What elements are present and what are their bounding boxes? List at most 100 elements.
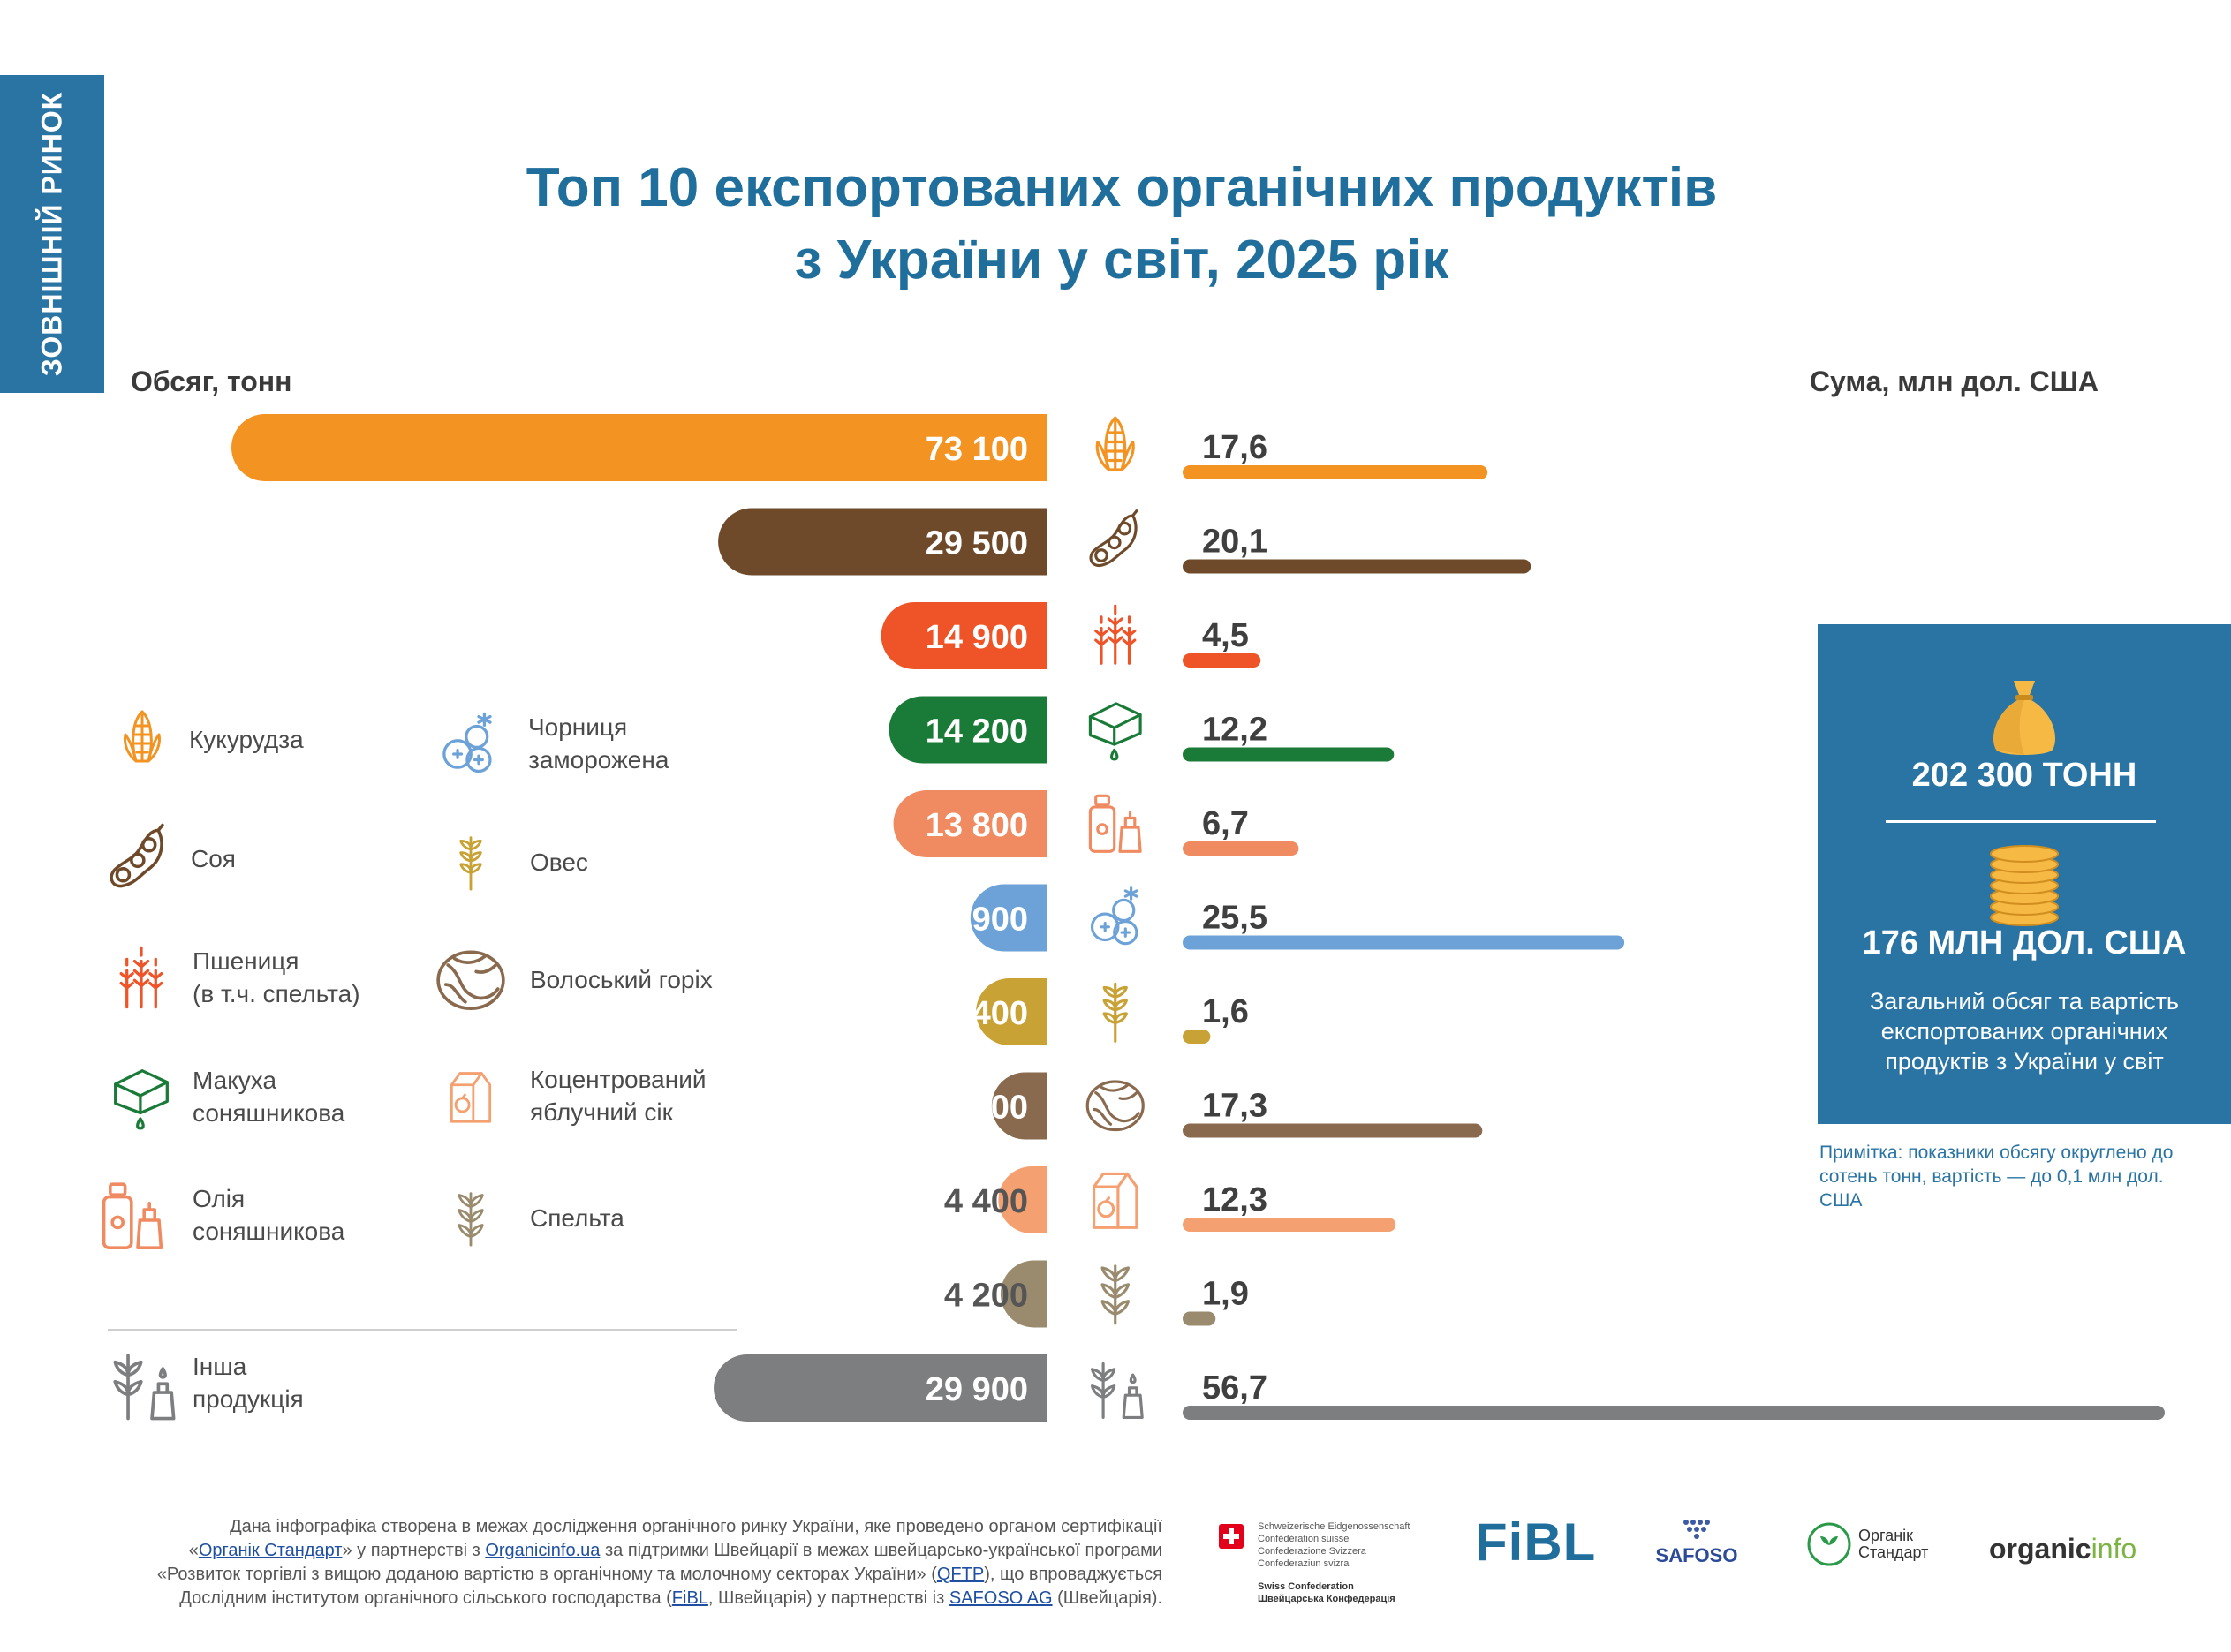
summary-value: 176 МЛН ДОЛ. США [1862,924,2187,962]
value-label-other-products: 56,7 [1202,1369,1267,1407]
juice-carton-icon [450,1072,492,1123]
value-bar-soybean [1183,559,1531,574]
section-tab: ЗОВНІШНІЙ РИНОК [0,75,104,393]
legend-item-cake: Макуха соняшникова [108,1056,405,1137]
volume-bar-sunflower-cake [889,696,1047,764]
value-bar-oil-bottles [1183,841,1299,856]
footer-line-2: «Органік Стандарт» у партнерстві з Organ… [124,1539,1162,1563]
safoso-logo-text: SAFOSO [1655,1544,1738,1566]
blueberry-icon [1090,886,1138,946]
legend-label-spelt: Спельта [530,1203,624,1232]
value-bar-walnut [1183,1123,1483,1138]
value-bar-sunflower-cake [1183,747,1395,762]
safoso-mark-icon [1683,1520,1710,1539]
legend-label-oil-line2: соняшникова [193,1218,345,1245]
organicinfo-logo: organicinfo [1989,1533,2136,1565]
value-bar-spelt [1183,1311,1216,1326]
volume-label-soybean: 29 500 [926,525,1028,562]
safoso-logo: SAFOSO [1648,1517,1745,1567]
value-column-header: Сума, млн дол. США [1809,366,2099,397]
summary-divider [1886,820,2156,823]
money-bag-icon [1993,681,2055,755]
soybean-icon [110,823,164,888]
legend-label-blueberry-line1: Чорниця [528,713,628,741]
spelt-icon [458,1192,484,1247]
footer-text-2a: « [188,1541,199,1560]
value-label-spelt: 1,9 [1202,1276,1249,1313]
swiss-flag-icon [1219,1524,1244,1549]
volume-label-juice-carton: 4 400 [944,1183,1028,1220]
qftp-link[interactable]: QFTP [936,1565,985,1584]
volume-label-blueberry: 6 900 [944,901,1028,939]
volume-bar-other-products [714,1354,1047,1422]
volume-bar-spelt [1000,1260,1047,1328]
organicinfo-link[interactable]: Organicinfo.ua [485,1541,601,1560]
spelt-icon [1100,1264,1131,1325]
organic-standard-link[interactable]: Органік Стандарт [198,1541,343,1560]
organicinfo-logo-part1: organic [1989,1533,2091,1565]
legend-label-oil: Олія соняшникова [193,1182,405,1248]
wheat-icon [1094,604,1137,665]
fibl-link[interactable]: FiBL [671,1588,708,1608]
value-label-soybean: 20,1 [1202,524,1267,561]
swiss-logo-line6: Швейцарська Конфедерація [1258,1594,1395,1604]
legend-label-cake-line2: соняшникова [193,1099,345,1127]
volume-column-header: Обсяг, тонн [131,366,292,397]
walnut-icon [436,950,505,1011]
legend-item-spelt: Спельта [442,1180,742,1256]
oil-bottles-icon [102,1182,163,1249]
legend-label-blueberry-line2: заморожена [528,746,669,773]
volume-label-wheat: 14 900 [926,619,1028,656]
swiss-logo-line5: Swiss Confederation [1258,1581,1354,1592]
swiss-logo-line1: Schweizerische Eidgenossenschaft [1258,1521,1410,1532]
other-products-icon [113,1354,176,1421]
oil-bottles-icon [1088,794,1142,853]
volume-label-sunflower-cake: 14 200 [926,713,1028,751]
legend-label-wheat-line2: (в т.ч. спельта) [193,980,360,1007]
title-line-1: Топ 10 експортованих органічних продукті… [526,157,1718,218]
swiss-logo-line2: Confédération suisse [1258,1534,1350,1544]
blueberry-icon [442,712,492,773]
summary-volume: 202 300 ТОНН [1911,757,2137,794]
volume-label-corn: 73 100 [926,431,1028,468]
legend-label-blueberry: Чорниця заморожена [528,711,740,776]
legend-label-other-line1: Інша [193,1353,247,1380]
soybean-icon [1089,509,1138,568]
footer-text: Дана інфографіка створена в межах дослід… [124,1515,1162,1611]
legend-label-cake: Макуха соняшникова [193,1064,405,1129]
footer-text-1a: Дана інфографіка створена в межах дослід… [230,1517,1162,1536]
legend-item-juice: Коцентрований яблучний сік [442,1056,760,1135]
volume-label-oats: 6 400 [944,995,1028,1032]
legend-label-other-line2: продукція [193,1385,304,1413]
volume-bar-corn [231,414,1047,481]
oats-icon [1102,982,1128,1043]
value-label-wheat: 4,5 [1202,617,1249,654]
volume-bar-soybean [718,508,1047,576]
volume-label-walnut: 5 000 [944,1090,1028,1127]
footer-text-4b: , Швейцарія) у партнерстві із [707,1588,949,1608]
safoso-link[interactable]: SAFOSO AG [949,1588,1053,1608]
footer-text-2c: за підтримки Швейцарії в межах швейцарсь… [600,1541,1162,1560]
summary-box: 202 300 ТОНН 176 МЛН ДОЛ. США Загальний … [1818,624,2231,1124]
legend-label-cake-line1: Макуха [193,1067,277,1094]
walnut-icon [1085,1080,1145,1132]
value-label-blueberry: 25,5 [1202,900,1267,937]
footer-line-3: «Розвиток торгівлі з вищою доданою варті… [124,1563,1162,1587]
legend-label-juice-line2: яблучний сік [530,1098,673,1126]
footer-line-1: Дана інфографіка створена в межах дослід… [124,1515,1162,1539]
title-line-2: з України у світ, 2025 рік [794,230,1449,290]
value-bar-oats [1183,1030,1211,1044]
value-label-corn: 17,6 [1202,429,1267,466]
footer-line-4: Дослідним інститутом органічного сільськ… [124,1587,1162,1611]
rounding-note: Примітка: показники обсягу округлено до … [1819,1143,2174,1211]
volume-bar-wheat [881,602,1047,669]
swiss-logo-line4: Confederaziun svizra [1258,1558,1350,1569]
other-products-icon [1090,1362,1144,1419]
legend-item-corn: Кукурудза [111,692,401,786]
value-label-sunflower-cake: 12,2 [1202,712,1267,749]
legend-label-juice: Коцентрований яблучний сік [530,1063,760,1128]
organic-standard-mark-icon [1807,1522,1851,1566]
corn-icon [1095,416,1135,471]
volume-bar-oats [976,978,1047,1045]
